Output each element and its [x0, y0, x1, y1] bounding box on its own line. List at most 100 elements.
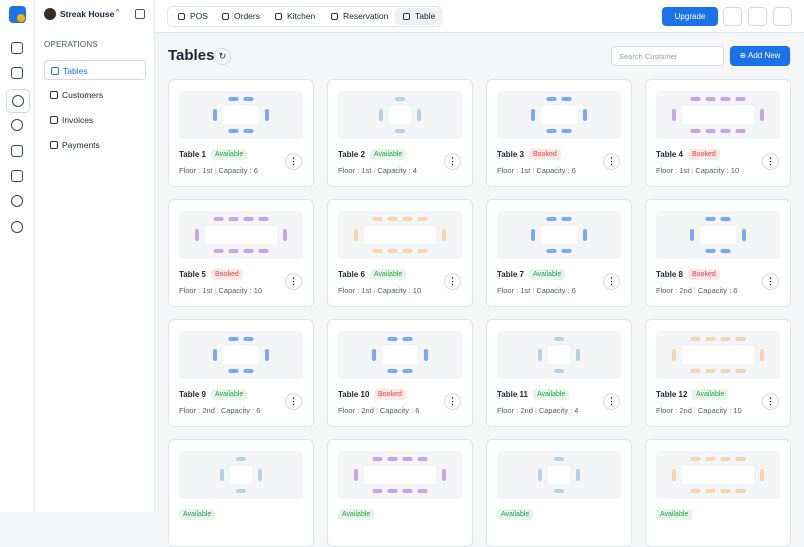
status-badge: Available	[529, 269, 566, 280]
upgrade-button[interactable]: Upgrade	[662, 7, 718, 26]
table-card[interactable]: Table 9 Available Floor : 2nd | Capacity : 6…	[168, 319, 314, 427]
table-card[interactable]: Table 7 Available Floor : 1st | Capacity : 6…	[486, 199, 632, 307]
more-button[interactable]: ⋮	[444, 153, 461, 170]
more-button[interactable]: ⋮	[762, 153, 779, 170]
table-meta: Floor : 2nd | Capacity : 4	[497, 406, 578, 415]
table-card[interactable]: Table 3 Booked Floor : 1st | Capacity : 6 ⋮	[486, 79, 632, 187]
more-button[interactable]: ⋮	[285, 273, 302, 290]
chair	[690, 337, 701, 341]
tab[interactable]: Orders	[214, 8, 268, 25]
table-card[interactable]: Table 12 Available Floor : 2nd | Capacity : …	[645, 319, 791, 427]
more-button[interactable]: ⋮	[444, 273, 461, 290]
settings-icon[interactable]	[11, 195, 23, 207]
table-name: Table 1	[179, 150, 206, 159]
search-button[interactable]	[723, 7, 742, 26]
nav-label: Payments	[62, 140, 100, 150]
switch-caret[interactable]: ⌃	[114, 8, 121, 17]
chair	[760, 109, 764, 121]
table-card[interactable]: Table 5 Booked Floor : 1st | Capacity : 10 ⋮	[168, 199, 314, 307]
chair	[705, 489, 716, 493]
table-card[interactable]: Table 11 Available Floor : 2nd | Capacity : …	[486, 319, 632, 427]
separator: |	[532, 166, 535, 175]
floor-value: 2nd	[202, 406, 215, 415]
chair	[720, 217, 731, 221]
chair	[417, 249, 428, 253]
chair	[213, 217, 224, 221]
shapes-icon[interactable]	[11, 170, 23, 182]
more-button[interactable]: ⋮	[603, 153, 620, 170]
table-card[interactable]: Table 1 Available Floor : 1st | Capacity : 6…	[168, 79, 314, 187]
table-diagram	[497, 91, 621, 139]
floor-value: 1st	[361, 286, 372, 295]
collapse-icon[interactable]	[135, 9, 145, 19]
nav-item[interactable]: Customers	[44, 85, 146, 105]
chair	[213, 349, 217, 361]
tab-label: Kitchen	[287, 11, 316, 21]
users-icon[interactable]	[11, 119, 23, 131]
floor-label: Floor :	[179, 286, 201, 295]
add-new-button[interactable]: ⊕ Add New	[730, 46, 790, 66]
capacity-value: 10	[733, 406, 742, 415]
table-name: Table 7	[497, 270, 524, 279]
table-top	[680, 464, 756, 486]
more-button[interactable]: ⋮	[762, 273, 779, 290]
capacity-value: 10	[412, 286, 422, 295]
nav-item[interactable]: Tables	[44, 60, 146, 80]
table-name: Table 9	[179, 390, 206, 399]
chair	[538, 349, 542, 361]
capacity-label: Capacity :	[697, 286, 732, 295]
search-input[interactable]: Search Customer	[611, 46, 724, 66]
tab[interactable]: Kitchen	[267, 8, 323, 25]
dashboard-icon[interactable]	[11, 42, 23, 54]
nav-item[interactable]: Invoices	[44, 110, 146, 130]
table-card[interactable]: Available	[645, 439, 791, 547]
more-button[interactable]: ⋮	[762, 393, 779, 410]
nav-label: Tables	[63, 66, 88, 76]
more-button[interactable]: ⋮	[603, 273, 620, 290]
more-button[interactable]: ⋮	[444, 393, 461, 410]
layers-icon[interactable]	[11, 67, 23, 79]
table-top	[680, 104, 756, 126]
separator: |	[532, 286, 535, 295]
operations-icon-active[interactable]	[6, 89, 30, 113]
help-icon[interactable]	[11, 221, 23, 233]
nav-item[interactable]: Payments	[44, 135, 146, 155]
table-card[interactable]: Table 6 Available Floor : 1st | Capacity : 1…	[327, 199, 473, 307]
tab-icon	[222, 13, 229, 20]
chair	[387, 337, 398, 341]
table-card[interactable]: Table 2 Available Floor : 1st | Capacity : 4…	[327, 79, 473, 187]
tab[interactable]: Table	[395, 8, 444, 25]
more-button[interactable]: ⋮	[603, 393, 620, 410]
theme-button[interactable]	[773, 7, 792, 26]
table-diagram	[497, 331, 621, 379]
table-card[interactable]: Table 10 Booked Floor : 2nd | Capacity : 6 ⋮	[327, 319, 473, 427]
tab[interactable]: Reservation	[323, 8, 396, 25]
table-card[interactable]: Table 8 Booked Floor : 2nd | Capacity : 6 ⋮	[645, 199, 791, 307]
chair	[546, 129, 557, 133]
status-badge: Booked	[688, 149, 720, 160]
more-button[interactable]: ⋮	[285, 153, 302, 170]
status-badge: Available	[179, 509, 216, 520]
refresh-button[interactable]: ↻	[214, 48, 231, 65]
tab[interactable]: POS	[170, 8, 216, 25]
floor-label: Floor :	[656, 406, 678, 415]
chair	[554, 489, 564, 493]
table-top	[380, 344, 420, 366]
library-icon[interactable]	[11, 145, 23, 157]
table-card[interactable]: Available	[486, 439, 632, 547]
table-card[interactable]: Available	[168, 439, 314, 547]
table-meta: Floor : 2nd | Capacity : 6	[179, 406, 260, 415]
nav-icon	[50, 91, 58, 99]
table-diagram	[338, 331, 462, 379]
table-card[interactable]: Table 4 Booked Floor : 1st | Capacity : 10 ⋮	[645, 79, 791, 187]
more-button[interactable]: ⋮	[285, 393, 302, 410]
separator: |	[693, 286, 696, 295]
table-card[interactable]: Available	[327, 439, 473, 547]
stats-button[interactable]	[748, 7, 767, 26]
floor-label: Floor :	[497, 166, 519, 175]
chair	[760, 349, 764, 361]
table-name: Table 3	[497, 150, 524, 159]
separator: |	[375, 406, 378, 415]
restaurant-name[interactable]: Streak House	[60, 9, 115, 19]
tab-icon	[403, 13, 410, 20]
